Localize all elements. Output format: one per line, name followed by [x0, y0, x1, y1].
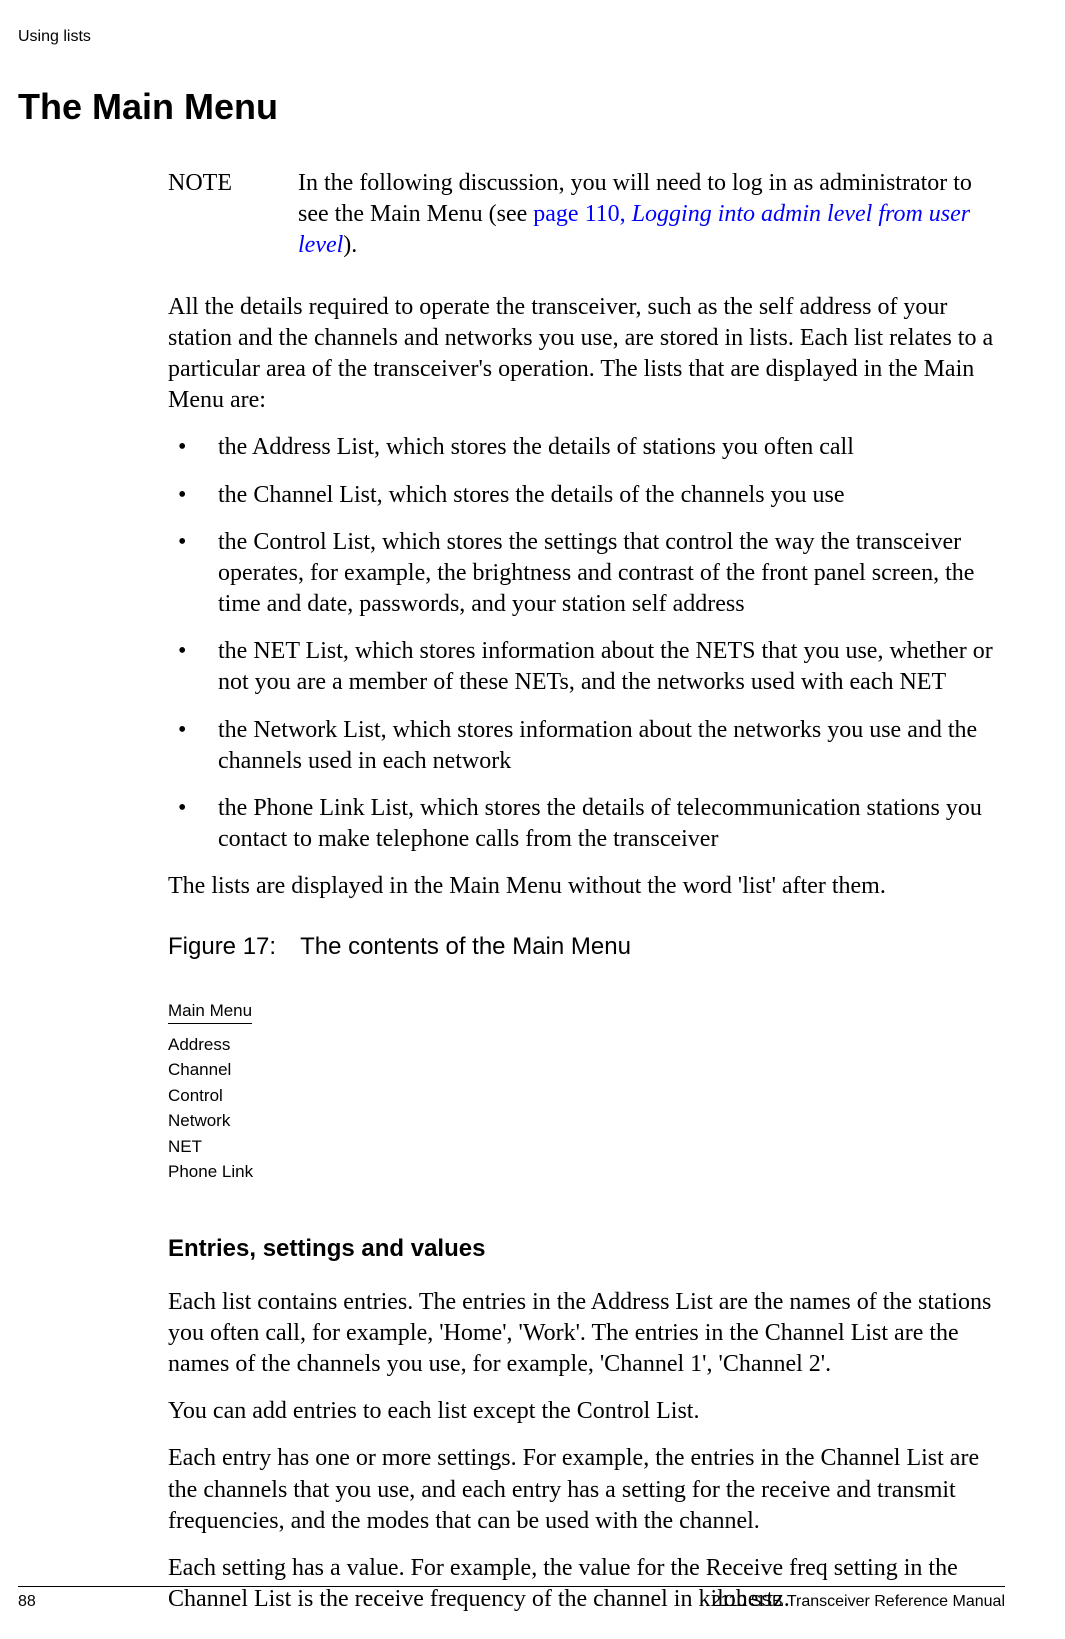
menu-diagram: Main Menu Address Channel Control Networ…: [168, 1001, 1008, 1185]
note-label: NOTE: [168, 168, 298, 197]
list-item: the Control List, which stores the setti…: [168, 527, 1008, 621]
note-post: ).: [343, 232, 357, 258]
menu-item: Control: [168, 1083, 1008, 1109]
menu-item: NET: [168, 1134, 1008, 1160]
intro-paragraph: All the details required to operate the …: [168, 292, 1008, 417]
subheading: Entries, settings and values: [168, 1235, 1008, 1263]
doc-title: 2110 SSB Transceiver Reference Manual: [712, 1593, 1005, 1611]
menu-item: Network: [168, 1108, 1008, 1134]
body-paragraph: Each entry has one or more settings. For…: [168, 1443, 1008, 1537]
list-item: the Address List, which stores the detai…: [168, 432, 1008, 463]
content-area: NOTE In the following discussion, you wi…: [168, 168, 1008, 1615]
page-footer: 88 2110 SSB Transceiver Reference Manual: [18, 1586, 1005, 1611]
figure-caption-text: The contents of the Main Menu: [300, 933, 631, 960]
menu-item: Address: [168, 1032, 1008, 1058]
menu-item: Channel: [168, 1057, 1008, 1083]
running-head: Using lists: [18, 28, 1005, 46]
note-block: NOTE In the following discussion, you wi…: [168, 168, 1008, 262]
menu-diagram-title: Main Menu: [168, 1001, 252, 1024]
page-title: The Main Menu: [18, 86, 1005, 128]
menu-diagram-items: Address Channel Control Network NET Phon…: [168, 1032, 1008, 1185]
body-paragraph: Each list contains entries. The entries …: [168, 1287, 1008, 1381]
note-link-page[interactable]: page 110,: [533, 201, 631, 227]
note-text: In the following discussion, you will ne…: [298, 168, 1008, 262]
after-bullets-paragraph: The lists are displayed in the Main Menu…: [168, 871, 1008, 902]
bullet-list: the Address List, which stores the detai…: [168, 432, 1008, 855]
list-item: the Network List, which stores informati…: [168, 715, 1008, 777]
body-paragraph: You can add entries to each list except …: [168, 1396, 1008, 1427]
list-item: the Channel List, which stores the detai…: [168, 480, 1008, 511]
menu-item: Phone Link: [168, 1159, 1008, 1185]
list-item: the NET List, which stores information a…: [168, 636, 1008, 698]
page-number: 88: [18, 1593, 36, 1611]
list-item: the Phone Link List, which stores the de…: [168, 793, 1008, 855]
figure-caption-prefix: Figure 17:: [168, 933, 300, 960]
figure-caption: Figure 17: The contents of the Main Menu: [168, 933, 1008, 961]
